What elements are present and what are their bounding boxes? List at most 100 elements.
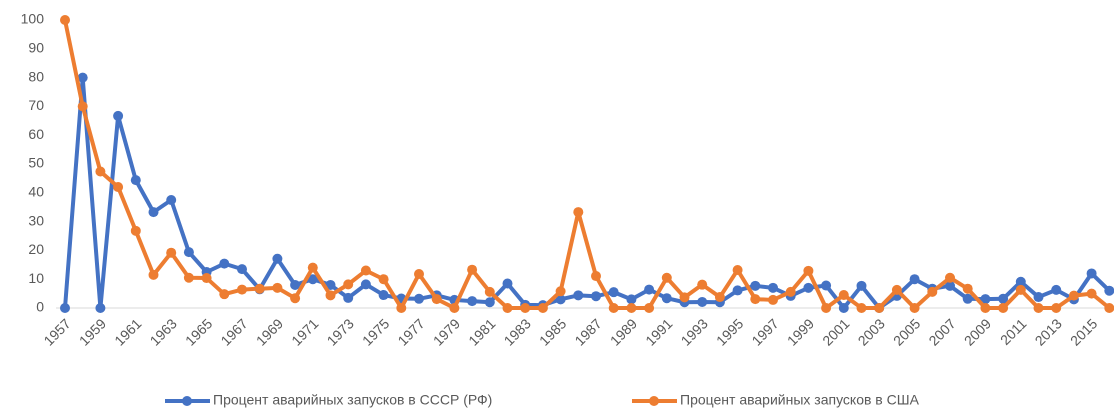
- data-point: [591, 271, 601, 282]
- data-point: [927, 286, 938, 297]
- data-point: [856, 303, 867, 313]
- x-tick-label: 1999: [784, 315, 817, 348]
- y-tick-label: 90: [28, 40, 44, 56]
- data-point: [272, 282, 283, 293]
- data-point: [77, 101, 88, 112]
- data-point: [449, 303, 460, 313]
- data-point: [803, 265, 814, 276]
- x-tick-label: 1969: [253, 315, 286, 348]
- data-point: [644, 284, 655, 295]
- x-tick-label: 1979: [430, 315, 463, 348]
- data-point: [980, 303, 991, 313]
- data-point: [714, 292, 725, 303]
- x-tick-label: 2001: [819, 315, 852, 348]
- data-point: [60, 303, 70, 313]
- data-point: [697, 279, 708, 290]
- data-point: [325, 279, 336, 290]
- data-point: [732, 264, 743, 275]
- data-point: [750, 280, 761, 291]
- x-tick-label: 1985: [536, 315, 569, 348]
- y-tick-label: 40: [28, 184, 44, 200]
- data-point: [148, 269, 159, 280]
- data-point: [750, 294, 761, 305]
- data-point: [378, 274, 389, 285]
- legend-marker: [649, 396, 659, 406]
- data-point: [254, 283, 265, 294]
- data-point: [537, 303, 548, 313]
- data-point: [962, 293, 973, 304]
- data-point: [95, 303, 106, 313]
- x-tick-label: 2013: [1032, 315, 1065, 348]
- x-tick-label: 1983: [501, 315, 534, 348]
- data-point: [573, 207, 584, 218]
- data-point: [414, 293, 424, 304]
- data-point: [307, 274, 318, 285]
- x-tick-label: 1993: [678, 315, 711, 348]
- data-point: [962, 283, 973, 294]
- data-point: [1051, 303, 1062, 313]
- data-point: [821, 280, 832, 291]
- x-tick-label: 1967: [217, 315, 250, 348]
- data-point: [1033, 292, 1044, 303]
- data-point: [166, 195, 177, 205]
- data-point: [1033, 303, 1044, 313]
- data-point: [272, 253, 283, 264]
- data-point: [1051, 284, 1062, 295]
- data-point: [113, 110, 124, 121]
- data-point: [732, 285, 743, 296]
- x-tick-label: 1973: [324, 315, 357, 348]
- data-point: [626, 303, 637, 313]
- data-point: [1086, 288, 1097, 299]
- data-point: [467, 296, 478, 307]
- data-point: [909, 303, 920, 313]
- data-point: [431, 294, 442, 305]
- data-point: [1015, 276, 1026, 287]
- y-tick-label: 100: [21, 11, 45, 27]
- data-point: [360, 279, 371, 290]
- data-point: [237, 284, 247, 295]
- y-tick-label: 50: [28, 155, 44, 171]
- data-point: [95, 166, 106, 177]
- data-point: [697, 296, 708, 307]
- data-point: [325, 290, 336, 301]
- x-tick-label: 1961: [111, 315, 144, 348]
- y-tick-label: 10: [28, 270, 44, 286]
- data-point: [502, 278, 513, 289]
- data-point: [219, 289, 230, 300]
- data-point: [909, 274, 920, 285]
- legend-label: Процент аварийных запусков в СССР (РФ): [213, 392, 492, 408]
- x-tick-label: 2009: [961, 315, 994, 348]
- x-tick-label: 1989: [607, 315, 640, 348]
- data-point: [201, 273, 212, 284]
- data-point: [1086, 268, 1097, 279]
- data-point: [803, 282, 814, 293]
- data-point: [290, 293, 301, 304]
- data-point: [502, 303, 513, 313]
- data-point: [856, 280, 867, 291]
- data-point: [891, 284, 902, 295]
- data-point: [148, 207, 159, 218]
- data-point: [785, 286, 796, 297]
- x-tick-label: 1995: [713, 315, 746, 348]
- data-point: [626, 294, 637, 305]
- x-tick-label: 2015: [1067, 315, 1100, 348]
- data-point: [1104, 285, 1114, 296]
- x-tick-label: 1977: [394, 315, 427, 348]
- data-point: [77, 72, 88, 83]
- data-point: [183, 272, 194, 283]
- data-point: [945, 272, 955, 283]
- data-point: [768, 282, 778, 293]
- data-point: [60, 15, 70, 25]
- data-point: [130, 175, 141, 186]
- data-point: [484, 286, 495, 297]
- legend-marker: [182, 396, 192, 406]
- data-point: [396, 303, 407, 313]
- data-point: [679, 292, 690, 303]
- data-point: [183, 247, 194, 258]
- data-point: [573, 290, 584, 301]
- x-tick-label: 2003: [855, 315, 888, 348]
- data-point: [113, 182, 124, 193]
- data-point: [998, 303, 1009, 313]
- data-point: [520, 303, 531, 313]
